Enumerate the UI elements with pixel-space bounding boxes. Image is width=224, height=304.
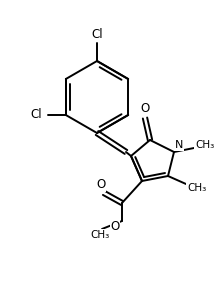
Text: O: O <box>96 178 106 192</box>
Text: O: O <box>110 219 120 233</box>
Text: CH₃: CH₃ <box>195 140 214 150</box>
Text: Cl: Cl <box>91 27 103 40</box>
Text: Cl: Cl <box>30 109 42 122</box>
Text: CH₃: CH₃ <box>187 183 206 193</box>
Text: N: N <box>175 140 183 150</box>
Text: CH₃: CH₃ <box>90 230 110 240</box>
Text: O: O <box>140 102 150 116</box>
